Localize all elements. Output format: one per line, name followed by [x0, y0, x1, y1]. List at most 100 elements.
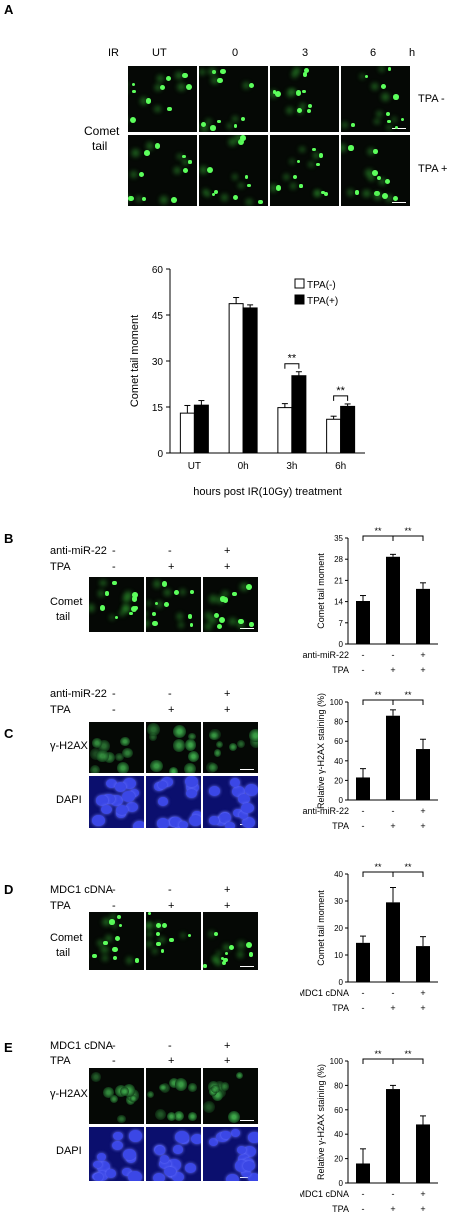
- comet-spot: [223, 958, 228, 963]
- row2-sign: -: [362, 821, 365, 831]
- x-axis-label: hours post IR(10Gy) treatment: [193, 486, 342, 498]
- comet-spot: [207, 167, 214, 174]
- e-row2-sign-1: -: [112, 1055, 116, 1067]
- foci-spot: [90, 748, 103, 761]
- panel-letter-b: B: [4, 531, 14, 546]
- y-tick-label: 20: [334, 1155, 343, 1164]
- panel-letter-c: C: [4, 726, 14, 741]
- nucleus-spot: [113, 1131, 124, 1140]
- d-comet-image-2: [146, 912, 201, 970]
- nucleus-spot: [126, 801, 139, 812]
- y-tick-label: 0: [157, 449, 163, 460]
- bar: [179, 412, 195, 454]
- nucleus-spot: [243, 1161, 255, 1172]
- comet-spot: [112, 580, 117, 586]
- time-header-ut: UT: [152, 47, 167, 59]
- comet-spot: [99, 605, 106, 612]
- comet-spot: [188, 160, 192, 164]
- comet-image-3h-tpa-plus: [270, 135, 339, 206]
- nucleus-spot: [96, 1153, 107, 1161]
- nucleus-spot: [248, 1132, 258, 1143]
- comet-spot: [245, 941, 252, 948]
- significance-marker: **: [374, 1049, 382, 1059]
- nucleus-spot: [225, 1173, 239, 1181]
- nucleus-spot: [164, 1166, 176, 1177]
- foci-spot: [117, 1114, 126, 1124]
- e-gh2ax-image-1: [89, 1068, 144, 1124]
- comet-spot: [244, 175, 249, 179]
- y-tick-label: 15: [152, 403, 164, 414]
- foci-spot: [91, 1072, 101, 1082]
- significance-marker: **: [374, 862, 382, 872]
- b-row2-label: TPA: [50, 561, 71, 573]
- foci-spot: [209, 731, 219, 741]
- comet-spot: [365, 74, 369, 78]
- y-tick-label: 0: [339, 796, 344, 805]
- bar: [416, 588, 430, 644]
- comet-spot: [141, 197, 146, 202]
- comet-spot: [354, 189, 360, 195]
- chart-b: 0 7 14 21 28 35 Comet tail moment ** ** anti-miR-…: [302, 526, 438, 675]
- y-tick-label: 0: [339, 978, 344, 987]
- nucleus-spot: [157, 781, 168, 790]
- comet-spot: [212, 70, 217, 75]
- foci-spot: [103, 1087, 114, 1098]
- nucleus-spot: [185, 782, 199, 794]
- comet-image-3h-tpa-minus: [270, 66, 339, 132]
- d-row2-sign-2: +: [168, 900, 175, 912]
- b-row2-sign-1: -: [112, 561, 116, 573]
- e-row2-sign-2: +: [168, 1055, 175, 1067]
- significance-marker: **: [336, 385, 345, 397]
- nucleus-spot: [95, 795, 109, 807]
- foci-spot: [149, 733, 157, 741]
- foci-spot: [213, 749, 221, 757]
- row1-sign: -: [392, 988, 395, 998]
- significance-marker: **: [404, 526, 412, 536]
- x-tick-label: UT: [188, 461, 201, 472]
- significance-bracket: [362, 871, 394, 877]
- c-dapi-label: DAPI: [56, 794, 82, 806]
- comet-spot: [218, 616, 225, 623]
- comet-spot: [387, 119, 391, 123]
- c-row1-sign-2: -: [168, 688, 172, 700]
- foci-spot: [173, 1110, 184, 1122]
- comet-spot: [115, 935, 121, 941]
- nucleus-spot: [154, 1146, 166, 1156]
- bar: [242, 307, 258, 454]
- nucleus-spot: [102, 793, 115, 805]
- foci-spot: [249, 729, 258, 742]
- y-tick-label: 20: [334, 924, 343, 933]
- comet-spot: [129, 117, 136, 124]
- y-axis-label: Relative γ-H2AX staining (%): [316, 693, 326, 809]
- nucleus-spot: [221, 1131, 231, 1140]
- significance-marker: **: [288, 353, 297, 365]
- comet-spot: [155, 922, 161, 928]
- panel-letter-e: E: [4, 1040, 13, 1055]
- comet-spot: [382, 192, 389, 199]
- significance-bracket: [333, 395, 349, 401]
- c-row2-label: TPA: [50, 704, 71, 716]
- foci-spot: [188, 1083, 197, 1092]
- nucleus-spot: [238, 810, 249, 820]
- comet-spot: [139, 172, 145, 178]
- y-tick-label: 14: [334, 598, 343, 607]
- y-tick-label: 0: [339, 1179, 344, 1188]
- foci-spot: [117, 762, 129, 773]
- row2-sign: +: [390, 821, 395, 831]
- comet-spot: [228, 944, 234, 951]
- nucleus-spot: [96, 1161, 111, 1173]
- comet-spot: [212, 192, 216, 197]
- nucleus-spot: [189, 814, 201, 826]
- e-gh2ax-image-2: [146, 1068, 201, 1124]
- nucleus-spot: [130, 789, 140, 797]
- comet-spot: [377, 176, 382, 181]
- significance-marker: **: [404, 862, 412, 872]
- row1-sign: -: [392, 806, 395, 816]
- nucleus-spot: [123, 1149, 136, 1160]
- foci-spot: [208, 762, 218, 772]
- comet-spot: [221, 960, 227, 966]
- comet-spot: [131, 82, 136, 87]
- c-gh2ax-image-2: [146, 722, 201, 773]
- foci-spot: [205, 761, 217, 773]
- b-row1-sign-3: +: [224, 545, 231, 557]
